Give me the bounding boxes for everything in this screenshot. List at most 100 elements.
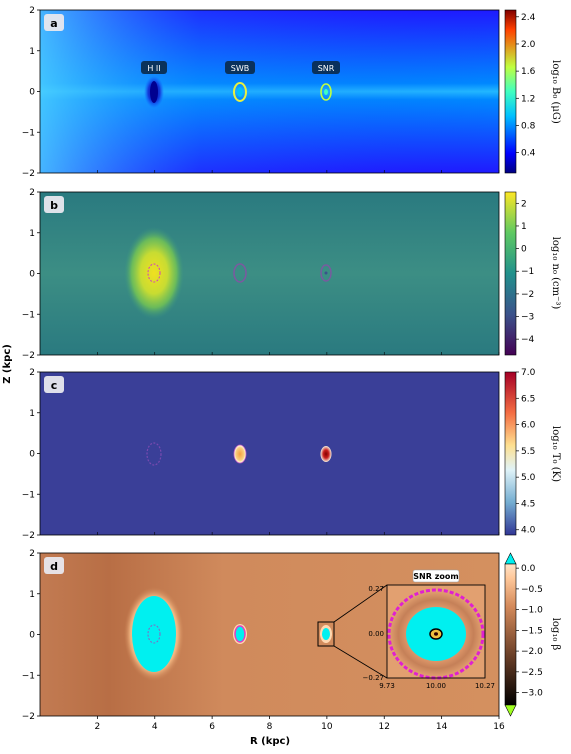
y-tick-label: 2: [29, 6, 35, 16]
y-tick-label: 0: [29, 88, 35, 98]
colorbar-tick-label: 1.6: [521, 67, 536, 77]
inset-x-tick-mid: 10.00: [426, 682, 446, 690]
colorbar-extend-top: [504, 552, 517, 565]
colorbar-tick-label: 5.0: [521, 473, 536, 483]
panel-c: c 2 1 0 −1 −2 7.0 6.5 6.0 5.5 5.0 4.5 4.0 log₁₀ T₀…: [22, 368, 561, 541]
colorbar-b-ticks: 2 1 0 −1 −2 −3 −4: [516, 199, 535, 345]
y-tick-label: −1: [22, 310, 35, 320]
annotation-snr: SNR: [312, 61, 340, 74]
colorbar-tick-label: 0: [521, 245, 527, 255]
inset-x-tick-left: 9.73: [379, 682, 395, 690]
x-tick-label: 14: [436, 722, 448, 732]
colorbar-tick-label: 2.4: [521, 13, 536, 23]
y-tick-label: 2: [29, 368, 35, 378]
annotation-swb: SWB: [225, 61, 255, 74]
y-tick-label: 2: [29, 549, 35, 559]
panel-c-label: c: [51, 379, 58, 392]
y-tick-label: −2: [22, 169, 35, 179]
colorbar-extend-bottom: [504, 704, 517, 717]
colorbar-b: [505, 192, 516, 355]
x-tick-label: 2: [95, 722, 101, 732]
colorbar-tick-label: −2.5: [521, 668, 543, 678]
colorbar-a-label: log₁₀ B₀ (μG): [550, 60, 561, 124]
colorbar-tick-label: 6.0: [521, 421, 536, 431]
panel-b-label: b: [50, 199, 58, 212]
annotation-swb-text: SWB: [231, 64, 249, 73]
panel-b: b 2 1 0 −1 −2 2 1 0 −1 −2 −3 −4 log₁₀ n₀ (cm⁻³): [22, 188, 561, 361]
y-tick-label: 1: [29, 590, 35, 600]
colorbar-tick-label: −3: [521, 313, 534, 323]
colorbar-d: [505, 564, 516, 705]
annotation-hii-text: H II: [147, 64, 160, 73]
inset-title-text: SNR zoom: [413, 572, 458, 581]
colorbar-tick-label: 0.4: [521, 149, 536, 159]
colorbar-tick-label: −0.5: [521, 585, 543, 595]
colorbar-tick-label: 4.0: [521, 526, 536, 536]
y-tick-label: −2: [22, 531, 35, 541]
snr-zoom-inset: SNR zoom 0.27 0.00 −0.27 9.73 10.00 10.2…: [363, 569, 495, 690]
colorbar-c: [505, 372, 516, 535]
panel-a-y-ticks: 2 1 0 −1 −2: [22, 6, 40, 179]
colorbar-tick-label: −3.0: [521, 689, 543, 699]
y-tick-label: −1: [22, 128, 35, 138]
colorbar-tick-label: −1.5: [521, 626, 543, 636]
y-axis-label: Z (kpc): [2, 344, 13, 384]
panel-b-y-ticks: 2 1 0 −1 −2: [22, 188, 40, 361]
y-tick-label: 0: [29, 450, 35, 460]
x-tick-label: 4: [152, 722, 158, 732]
colorbar-tick-label: 6.5: [521, 394, 535, 404]
x-tick-label: 12: [379, 722, 390, 732]
panel-d: SNR zoom 0.27 0.00 −0.27 9.73 10.00 10.2…: [22, 170, 561, 732]
panel-a: H II SWB SNR a 2 1 0 −1 −2 0.4 0.8 1.2 1.6 2.0 2.…: [22, 6, 561, 179]
x-tick-label: 16: [493, 722, 505, 732]
y-tick-label: −1: [22, 490, 35, 500]
inset-y-tick-top: 0.27: [368, 585, 384, 593]
inset-title: SNR zoom: [412, 569, 460, 583]
colorbar-c-label: log₁₀ T₀ (K): [550, 426, 561, 482]
x-axis-label: R (kpc): [250, 736, 290, 747]
colorbar-d-ticks: 0.0 −0.5 −1.0 −1.5 −2.0 −2.5 −3.0: [516, 564, 543, 699]
y-tick-label: −1: [22, 671, 35, 681]
annotation-hii: H II: [141, 61, 167, 74]
colorbar-c-ticks: 7.0 6.5 6.0 5.5 5.0 4.5 4.0: [516, 368, 536, 536]
colorbar-tick-label: 5.5: [521, 447, 535, 457]
inset-x-tick-right: 10.27: [475, 682, 495, 690]
colorbar-b-label: log₁₀ n₀ (cm⁻³): [550, 237, 561, 310]
y-tick-label: −2: [22, 351, 35, 361]
x-axis-ticks: 2 4 6 8 10 12 14 16: [95, 170, 505, 732]
x-tick-label: 10: [321, 722, 333, 732]
panel-a-label: a: [50, 17, 57, 30]
annotation-snr-text: SNR: [318, 64, 335, 73]
y-tick-label: 1: [29, 409, 35, 419]
colorbar-tick-label: −1.0: [521, 606, 543, 616]
panel-d-y-ticks: 2 1 0 −1 −2: [22, 549, 40, 722]
colorbar-tick-label: 0.0: [521, 564, 536, 574]
x-tick-label: 8: [267, 722, 273, 732]
y-tick-label: 0: [29, 270, 35, 280]
colorbar-tick-label: −1: [521, 267, 534, 277]
colorbar-tick-label: 0.8: [521, 121, 536, 131]
y-tick-label: 1: [29, 229, 35, 239]
colorbar-tick-label: 2: [521, 199, 527, 209]
colorbar-tick-label: 2.0: [521, 40, 536, 50]
colorbar-tick-label: 1: [521, 222, 527, 232]
colorbar-tick-label: 1.2: [521, 94, 535, 104]
x-tick-label: 6: [209, 722, 215, 732]
panel-d-label: d: [50, 560, 58, 573]
colorbar-tick-label: −2: [521, 290, 534, 300]
y-tick-label: 1: [29, 47, 35, 57]
inset-y-tick-bottom: −0.27: [363, 674, 384, 682]
y-tick-label: −2: [22, 712, 35, 722]
y-tick-label: 0: [29, 631, 35, 641]
colorbar-d-label: log₁₀ β: [550, 618, 561, 651]
colorbar-tick-label: −4: [521, 335, 535, 345]
inset-y-tick-mid: 0.00: [368, 630, 384, 638]
colorbar-tick-label: −2.0: [521, 647, 543, 657]
colorbar-tick-label: 7.0: [521, 368, 536, 378]
colorbar-a-ticks: 0.4 0.8 1.2 1.6 2.0 2.4: [516, 13, 536, 159]
colorbar-tick-label: 4.5: [521, 499, 535, 509]
y-tick-label: 2: [29, 188, 35, 198]
panel-c-y-ticks: 2 1 0 −1 −2: [22, 368, 40, 541]
colorbar-a: [505, 10, 516, 173]
